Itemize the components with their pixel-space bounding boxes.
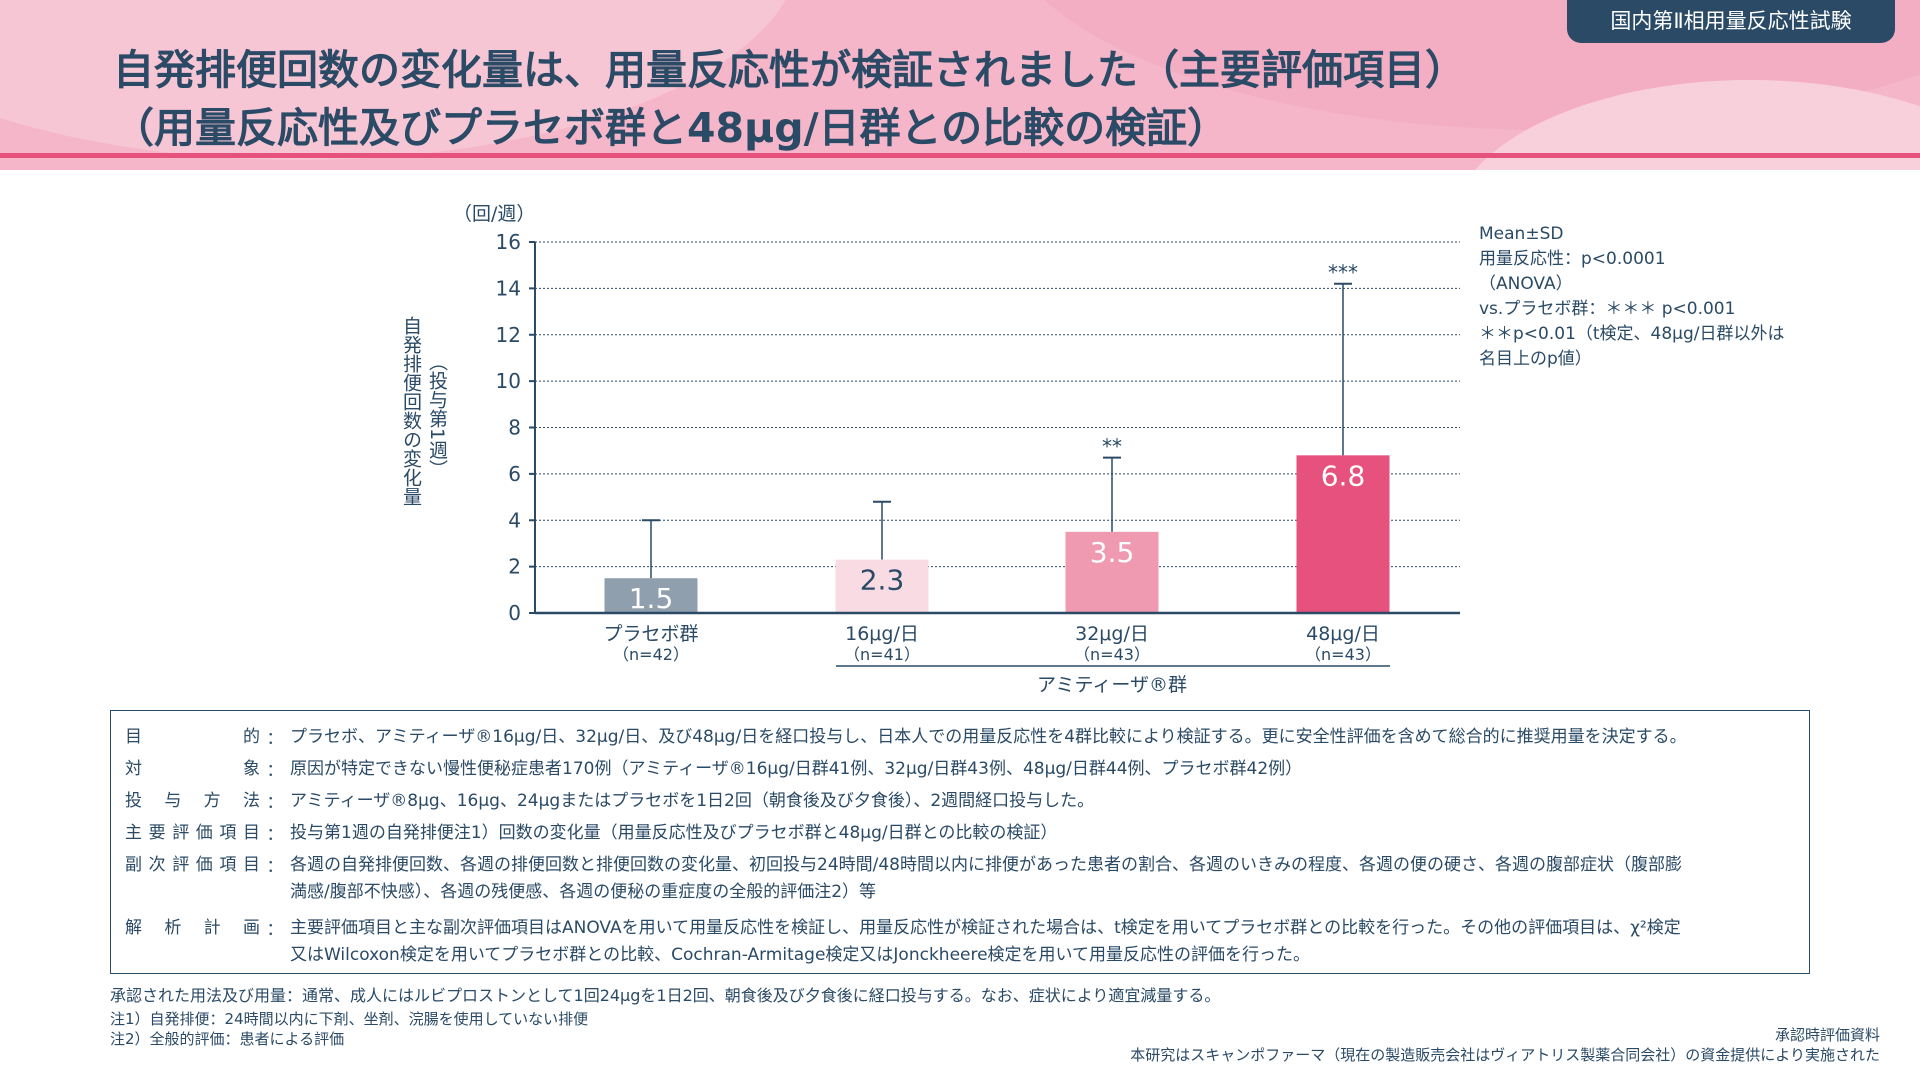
approval-note: 承認時評価資料 xyxy=(1774,1026,1880,1044)
study-row-value: 投与第1週の自発排便注1）回数の変化量（用量反応性及びプラセボ群と48μg/日群… xyxy=(290,820,1057,847)
colon: ： xyxy=(266,825,284,845)
study-value-line: プラセボ、アミティーザ®16μg/日、32μg/日、及び48μg/日を経口投与し… xyxy=(290,727,1687,747)
study-label-text: 目的 xyxy=(125,727,260,747)
dosage-note: 承認された用法及び用量：通常、成人にはルビプロストンとして1回24μgを1日2回… xyxy=(110,986,1221,1005)
study-row: 主要評価項目 ： 投与第1週の自発排便注1）回数の変化量（用量反応性及びプラセボ群と… xyxy=(125,820,1057,847)
y-tick-label: 6 xyxy=(508,462,521,486)
bar-value-label: 1.5 xyxy=(629,582,674,615)
study-value-line: アミティーザ®8μg、16μg、24μgまたはプラセボを1日2回（朝食後及び夕食… xyxy=(290,791,1095,811)
y-tick-label: 10 xyxy=(496,369,521,393)
y-axis-label: 自発排便回数の変化量 xyxy=(400,316,422,506)
study-row: 目的 ： プラセボ、アミティーザ®16μg/日、32μg/日、及び48μg/日を経口… xyxy=(125,724,1687,751)
study-summary-box: 目的 ： プラセボ、アミティーザ®16μg/日、32μg/日、及び48μg/日を経口… xyxy=(110,710,1810,974)
legend-line: 名目上のp値） xyxy=(1479,349,1592,369)
colon: ： xyxy=(266,729,284,749)
header-banner: 自発排便回数の変化量は、用量反応性が検証されました（主要評価項目） （用量反応性… xyxy=(0,0,1920,170)
x-category-label: プラセボ群 xyxy=(603,623,698,645)
chart-legend: Mean±SD 用量反応性：p<0.0001 （ANOVA） vs.プラセボ群：＊＊＊… xyxy=(1479,222,1785,372)
study-row-value: アミティーザ®8μg、16μg、24μgまたはプラセボを1日2回（朝食後及び夕食… xyxy=(290,788,1094,815)
group-label: アミティーザ®群 xyxy=(1037,674,1187,696)
y-tick-label: 8 xyxy=(508,416,521,440)
x-n-label: （n=41） xyxy=(844,645,920,664)
y-tick-label: 2 xyxy=(508,555,521,579)
y-tick-label: 4 xyxy=(508,508,521,532)
study-label-text: 副次評価項目 xyxy=(125,855,260,875)
significance-marker: *** xyxy=(1328,261,1358,285)
study-row-value: 各週の自発排便回数、各週の排便回数と排便回数の変化量、初回投与24時間/48時間… xyxy=(290,852,1682,906)
y-tick-label: 14 xyxy=(496,276,521,300)
y-tick-label: 12 xyxy=(496,323,521,347)
study-badge: 国内第Ⅱ相用量反応性試験 xyxy=(1567,0,1895,43)
legend-line: vs.プラセボ群：＊＊＊ p<0.001 xyxy=(1479,299,1736,319)
y-tick-label: 0 xyxy=(508,601,521,625)
funding-note: 本研究はスキャンポファーマ（現在の製造販売会社はヴィアトリス製薬合同会社）の資金… xyxy=(1130,1046,1880,1064)
bar xyxy=(604,578,698,613)
study-label-text: 主要評価項目 xyxy=(125,823,260,843)
y-tick-label: 16 xyxy=(496,230,521,254)
y-axis-unit: （回/週） xyxy=(453,203,535,225)
study-row: 投与方法 ： アミティーザ®8μg、16μg、24μgまたはプラセボを1日2回（朝食… xyxy=(125,788,1094,815)
study-row-label: 投与方法 xyxy=(125,788,260,815)
study-row-label: 主要評価項目 xyxy=(125,820,260,847)
legend-line: （ANOVA） xyxy=(1479,274,1573,294)
x-n-label: （n=43） xyxy=(1305,645,1381,664)
study-row-value: 原因が特定できない慢性便秘症患者170例（アミティーザ®16μg/日群41例、3… xyxy=(290,756,1302,783)
study-value-line: 主要評価項目と主な副次評価項目はANOVAを用いて用量反応性を検証し、用量反応性… xyxy=(290,918,1681,938)
colon: ： xyxy=(266,761,284,781)
x-category-label: 48μg/日 xyxy=(1306,623,1380,645)
page-title-line2: （用量反応性及びプラセボ群と48μg/日群との比較の検証） xyxy=(113,104,1229,152)
legend-line: 用量反応性：p<0.0001 xyxy=(1479,249,1666,269)
legend-line: Mean±SD xyxy=(1479,224,1564,244)
study-row-label: 解析計画 xyxy=(125,915,260,969)
x-category-label: 16μg/日 xyxy=(845,623,919,645)
study-row-value: プラセボ、アミティーザ®16μg/日、32μg/日、及び48μg/日を経口投与し… xyxy=(290,724,1687,751)
x-category-label: 32μg/日 xyxy=(1075,623,1149,645)
bar-value-label: 3.5 xyxy=(1090,536,1135,569)
study-row-label: 副次評価項目 xyxy=(125,852,260,906)
study-value-line: 投与第1週の自発排便注1）回数の変化量（用量反応性及びプラセボ群と48μg/日群… xyxy=(290,823,1058,843)
study-value-line: 又はWilcoxon検定を用いてプラセボ群との比較、Cochran-Armita… xyxy=(290,945,1311,965)
study-row: 解析計画 ： 主要評価項目と主な副次評価項目はANOVAを用いて用量反応性を検証し、… xyxy=(125,915,1681,969)
footnote-1: 注1）自発排便：24時間以内に下剤、坐剤、浣腸を使用していない排便 xyxy=(110,1010,589,1028)
study-row-value: 主要評価項目と主な副次評価項目はANOVAを用いて用量反応性を検証し、用量反応性… xyxy=(290,915,1681,969)
x-n-label: （n=42） xyxy=(613,645,689,664)
study-row: 副次評価項目 ： 各週の自発排便回数、各週の排便回数と排便回数の変化量、初回投与24… xyxy=(125,852,1682,906)
x-n-label: （n=43） xyxy=(1074,645,1150,664)
study-value-line: 原因が特定できない慢性便秘症患者170例（アミティーザ®16μg/日群41例、3… xyxy=(290,759,1303,779)
bar-value-label: 2.3 xyxy=(860,564,905,597)
page-title-line1: 自発排便回数の変化量は、用量反応性が検証されました（主要評価項目） xyxy=(113,46,1466,94)
study-label-text: 投与方法 xyxy=(125,791,260,811)
study-row-label: 目的 xyxy=(125,724,260,751)
study-value-line: 各週の自発排便回数、各週の排便回数と排便回数の変化量、初回投与24時間/48時間… xyxy=(290,855,1682,875)
legend-line: ＊＊p<0.01（t検定、48μg/日群以外は xyxy=(1479,324,1785,344)
significance-marker: ** xyxy=(1102,435,1122,459)
colon: ： xyxy=(266,857,284,877)
bar-value-label: 6.8 xyxy=(1321,459,1366,492)
colon: ： xyxy=(266,920,284,940)
study-value-line: 満感/腹部不快感）、各週の残便感、各週の便秘の重症度の全般的評価注2）等 xyxy=(290,882,877,902)
study-row: 対象 ： 原因が特定できない慢性便秘症患者170例（アミティーザ®16μg/日群41… xyxy=(125,756,1302,783)
colon: ： xyxy=(266,793,284,813)
footnote-2: 注2）全般的評価：患者による評価 xyxy=(110,1030,345,1048)
bar xyxy=(1065,531,1159,613)
y-axis-sublabel: （投与第1週） xyxy=(426,352,448,479)
study-row-label: 対象 xyxy=(125,756,260,783)
study-label-text: 解析計画 xyxy=(125,918,260,938)
study-label-text: 対象 xyxy=(125,759,260,779)
bar xyxy=(835,559,929,613)
bar xyxy=(1296,455,1390,613)
header-divider xyxy=(0,153,1920,158)
